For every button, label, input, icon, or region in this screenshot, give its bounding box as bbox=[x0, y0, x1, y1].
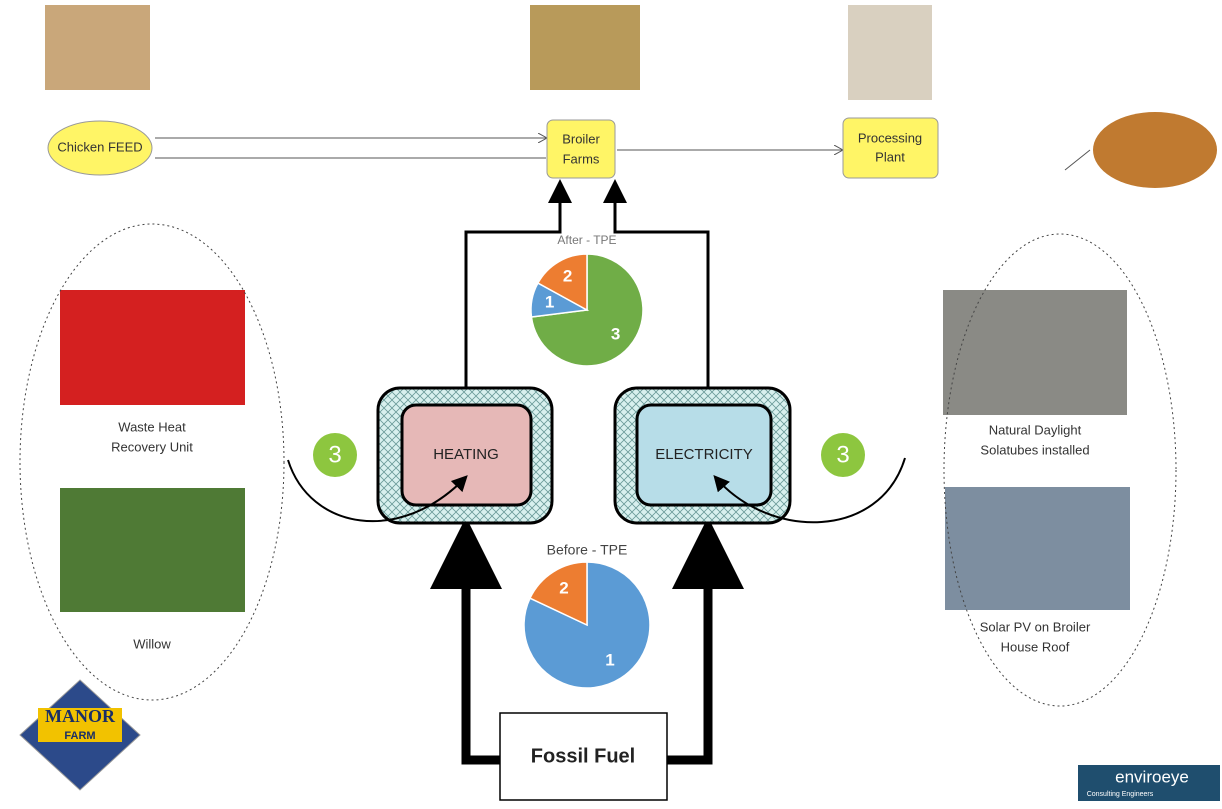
pie-title: Before - TPE bbox=[547, 542, 628, 558]
fossil-label: Fossil Fuel bbox=[531, 745, 635, 767]
roast-photo bbox=[1093, 112, 1217, 188]
logo-text: enviroeye bbox=[1115, 767, 1189, 786]
slice-label: 2 bbox=[559, 578, 568, 597]
heat-unit-photo bbox=[60, 290, 245, 405]
plant-node bbox=[842, 117, 939, 179]
farm-label: Broiler bbox=[562, 131, 600, 146]
option-label: Recovery Unit bbox=[111, 439, 193, 454]
arrow bbox=[287, 459, 468, 522]
slice-label: 2 bbox=[563, 267, 572, 286]
pie-slice bbox=[528, 561, 588, 627]
pie-title: After - TPE bbox=[557, 233, 616, 247]
arrow bbox=[1064, 149, 1091, 171]
feed-node bbox=[47, 120, 153, 176]
solar-photo bbox=[945, 487, 1130, 610]
score-badge bbox=[821, 433, 865, 477]
option-label: Solar PV on Broiler bbox=[980, 619, 1091, 634]
logo-text: Consulting Engineers bbox=[1087, 791, 1154, 798]
arrow bbox=[430, 517, 502, 765]
plant-label: Processing bbox=[858, 130, 922, 145]
logo-text: FARM bbox=[64, 730, 95, 742]
slice-label: 3 bbox=[611, 325, 620, 344]
electricity-node bbox=[635, 403, 773, 507]
feed-photo bbox=[45, 5, 150, 90]
farm-node bbox=[546, 119, 616, 179]
right-group bbox=[943, 233, 1177, 707]
option-label: Natural Daylight bbox=[989, 422, 1082, 437]
score-label: 3 bbox=[836, 441, 849, 468]
logo-text: MANOR bbox=[45, 706, 116, 726]
logo-band bbox=[38, 708, 122, 742]
pie-slice bbox=[536, 253, 588, 312]
option-label: House Roof bbox=[1001, 639, 1070, 654]
enviroeye-logo: enviroeye Consulting Engineers bbox=[1078, 765, 1220, 801]
slice-label: 1 bbox=[605, 651, 614, 670]
chicken-photo bbox=[848, 5, 932, 100]
feed-label: Chicken FEED bbox=[57, 139, 142, 154]
arrow bbox=[464, 179, 572, 388]
flow-lines bbox=[155, 138, 1091, 171]
electricity-label: ELECTRICITY bbox=[655, 446, 753, 463]
input-curves bbox=[287, 457, 906, 524]
arrow bbox=[713, 457, 906, 524]
arrow bbox=[667, 517, 744, 765]
heating-node bbox=[400, 403, 533, 507]
score-label: 3 bbox=[328, 441, 341, 468]
photos bbox=[45, 5, 1217, 612]
farm-label: Farms bbox=[563, 151, 600, 166]
left-group bbox=[19, 223, 285, 701]
option-label: Solatubes installed bbox=[980, 442, 1089, 457]
option-label: Willow bbox=[133, 636, 171, 651]
solatube-photo bbox=[943, 290, 1127, 415]
arrow bbox=[603, 179, 710, 388]
logo-shape bbox=[1078, 765, 1220, 801]
fossil-node bbox=[499, 712, 668, 801]
plant-label: Plant bbox=[875, 149, 905, 164]
willow-photo bbox=[60, 488, 245, 612]
option-label: Waste Heat bbox=[118, 419, 186, 434]
return-lines bbox=[430, 179, 744, 765]
heating-label: HEATING bbox=[433, 446, 499, 463]
score-badge bbox=[313, 433, 357, 477]
slice-label: 1 bbox=[545, 292, 554, 311]
chicks-photo bbox=[530, 5, 640, 90]
manor-logo: MANOR FARM bbox=[19, 679, 141, 791]
